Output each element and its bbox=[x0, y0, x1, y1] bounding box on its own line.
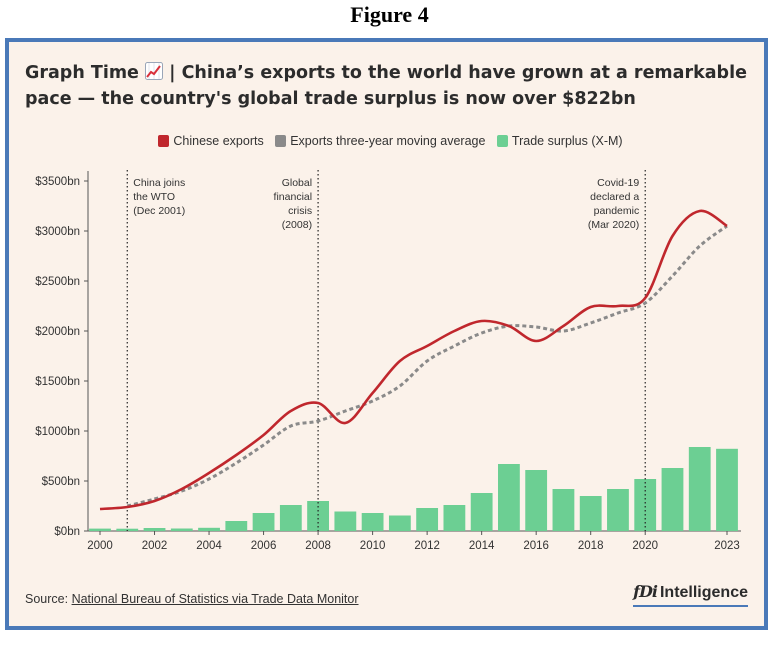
event-annotation-text: the WTO bbox=[133, 191, 175, 203]
legend-swatch-moving-average bbox=[275, 135, 287, 147]
surplus-bar bbox=[552, 489, 575, 531]
surplus-bar bbox=[579, 496, 602, 531]
title-text-end: | China’s exports to the world have grow… bbox=[25, 63, 747, 109]
surplus-bar bbox=[89, 528, 111, 531]
legend-item-exports: Chinese exports bbox=[158, 134, 264, 148]
title-text-start: Graph Time bbox=[25, 63, 146, 83]
x-tick-label: 2023 bbox=[714, 540, 740, 552]
surplus-bar bbox=[416, 508, 439, 531]
brand-name: Intelligence bbox=[659, 584, 748, 601]
surplus-bar bbox=[716, 448, 738, 531]
x-tick-label: 2018 bbox=[578, 540, 604, 552]
y-tick-label: $0bn bbox=[54, 526, 80, 538]
surplus-bar bbox=[498, 464, 520, 531]
legend-swatch-surplus bbox=[496, 135, 508, 147]
brand-mark: fDi bbox=[633, 582, 658, 601]
legend-item-surplus: Trade surplus (X-M) bbox=[496, 134, 623, 148]
source-link[interactable]: National Bureau of Statistics via Trade … bbox=[71, 592, 359, 606]
event-annotation-text: pandemic bbox=[594, 205, 640, 217]
moving-average-line bbox=[126, 224, 728, 508]
chart-legend: Chinese exports Exports three-year movin… bbox=[9, 134, 772, 148]
event-annotation-text: declared a bbox=[590, 191, 639, 203]
surplus-bar bbox=[607, 489, 629, 531]
event-annotation-text: China joins bbox=[133, 177, 185, 189]
figure-heading: Figure 4 bbox=[350, 2, 429, 27]
surplus-bar bbox=[143, 528, 166, 531]
x-tick-label: 2004 bbox=[196, 540, 222, 552]
surplus-bar bbox=[198, 527, 220, 531]
x-tick-label: 2014 bbox=[469, 540, 495, 552]
x-tick-label: 2020 bbox=[632, 540, 658, 552]
surplus-bar bbox=[225, 521, 248, 531]
y-tick-label: $500bn bbox=[42, 476, 80, 488]
y-tick-label: $3500bn bbox=[35, 176, 80, 188]
legend-label-surplus: Trade surplus (X-M) bbox=[511, 134, 623, 148]
x-tick-label: 2008 bbox=[305, 540, 331, 552]
event-annotation-text: Covid-19 bbox=[597, 177, 639, 189]
event-annotation-text: financial bbox=[274, 191, 313, 203]
surplus-bar bbox=[443, 505, 466, 531]
event-annotation-text: (Dec 2001) bbox=[133, 205, 185, 217]
surplus-bar bbox=[334, 511, 357, 531]
x-tick-label: 2012 bbox=[414, 540, 440, 552]
legend-label-exports: Chinese exports bbox=[173, 134, 264, 148]
legend-item-moving-average: Exports three-year moving average bbox=[275, 134, 485, 148]
source-prefix: Source: bbox=[25, 592, 72, 606]
chart-increasing-icon bbox=[145, 62, 164, 80]
surplus-bar bbox=[361, 513, 384, 531]
x-tick-label: 2016 bbox=[523, 540, 549, 552]
exports-line bbox=[99, 209, 728, 511]
surplus-bar bbox=[688, 447, 711, 531]
x-tick-label: 2006 bbox=[251, 540, 277, 552]
surplus-bar bbox=[388, 515, 411, 531]
y-tick-label: $2000bn bbox=[35, 326, 80, 338]
legend-swatch-exports bbox=[158, 135, 170, 147]
y-tick-label: $1000bn bbox=[35, 426, 80, 438]
y-tick-label: $1500bn bbox=[35, 376, 80, 388]
y-tick-label: $3000bn bbox=[35, 226, 80, 238]
source-note: Source: National Bureau of Statistics vi… bbox=[25, 592, 359, 606]
surplus-bar bbox=[470, 493, 493, 531]
surplus-bar bbox=[252, 513, 275, 531]
surplus-bar bbox=[116, 528, 139, 531]
surplus-bar bbox=[525, 470, 548, 531]
event-annotation-text: Global bbox=[282, 177, 312, 189]
surplus-bar bbox=[307, 501, 329, 531]
legend-label-moving-average: Exports three-year moving average bbox=[290, 134, 486, 148]
y-tick-label: $2500bn bbox=[35, 276, 80, 288]
surplus-bar bbox=[170, 528, 193, 531]
event-annotation-text: (2008) bbox=[282, 219, 312, 231]
event-annotation-text: crisis bbox=[288, 205, 312, 217]
surplus-bar bbox=[634, 479, 657, 531]
surplus-bar bbox=[661, 468, 684, 531]
x-tick-label: 2000 bbox=[87, 540, 113, 552]
chart-title: Graph Time | China’s exports to the worl… bbox=[25, 60, 755, 112]
surplus-bar bbox=[279, 505, 302, 531]
x-tick-label: 2010 bbox=[360, 540, 386, 552]
brand-logo: fDi Intelligence bbox=[633, 582, 748, 607]
event-annotation-text: (Mar 2020) bbox=[588, 219, 639, 231]
x-tick-label: 2002 bbox=[142, 540, 168, 552]
